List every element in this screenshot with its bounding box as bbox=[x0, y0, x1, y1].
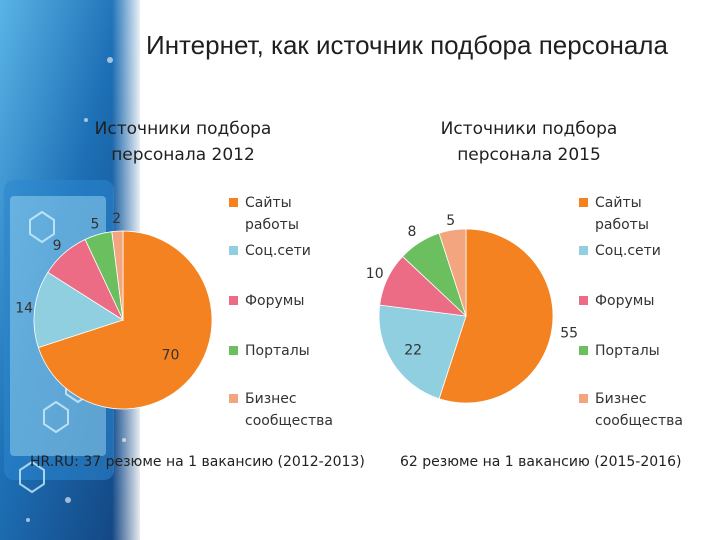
legend-label: Бизнес сообщества bbox=[245, 391, 333, 429]
legend-label: Соц.сети bbox=[595, 243, 661, 259]
pie-chart-2015: Источники подбора персонала 2015 55 22 10 8… bbox=[366, 110, 708, 440]
data-label-biznes-soobschestva: 5 bbox=[446, 213, 455, 229]
legend-label: Порталы bbox=[245, 343, 310, 359]
legend-swatch bbox=[579, 346, 588, 355]
legend-swatch bbox=[579, 246, 588, 255]
chart-title: Источники подбора персонала 2012 bbox=[94, 119, 272, 165]
legend-label: Форумы bbox=[595, 293, 655, 309]
pie-slice-soc-seti bbox=[378, 304, 467, 400]
pie-slice-sayty-raboty bbox=[37, 230, 213, 410]
legend-swatch bbox=[229, 246, 238, 255]
data-label-portaly: 8 bbox=[407, 224, 416, 240]
chart-note-2012: HR.RU: 37 резюме на 1 вакансию (2012-201… bbox=[30, 454, 365, 470]
pie-slice-biznes-soobschestva bbox=[438, 228, 467, 317]
legend-swatch bbox=[579, 394, 588, 403]
legend-label: Бизнес сообщества bbox=[595, 391, 683, 429]
pie-plot-area: 55 22 10 8 5 bbox=[366, 213, 578, 404]
legend-swatch bbox=[579, 296, 588, 305]
legend-swatch bbox=[229, 198, 238, 207]
data-label-biznes-soobschestva: 2 bbox=[112, 211, 121, 227]
data-label-forumy: 10 bbox=[366, 266, 384, 282]
legend-swatch bbox=[229, 346, 238, 355]
pie-slice-biznes-soobschestva bbox=[111, 230, 124, 321]
data-label-sayty-raboty: 70 bbox=[162, 348, 180, 364]
legend-label: Соц.сети bbox=[245, 243, 311, 259]
legend-swatch bbox=[579, 198, 588, 207]
data-label-portaly: 5 bbox=[90, 216, 99, 232]
chart-title: Источники подбора персонала 2015 bbox=[440, 119, 618, 165]
data-label-sayty-raboty: 55 bbox=[560, 325, 578, 341]
legend-swatch bbox=[229, 296, 238, 305]
legend-label: Порталы bbox=[595, 343, 660, 359]
pie-plot-area: 70 14 9 5 2 bbox=[15, 211, 213, 410]
slide-title: Интернет, как источник подбора персонала bbox=[146, 30, 668, 60]
pie-chart-2012: Источники подбора персонала 2012 70 14 9 5 2… bbox=[15, 110, 358, 440]
legend-label: Форумы bbox=[245, 293, 305, 309]
legend-label: Сайты работы bbox=[245, 195, 299, 233]
chart-note-2015: 62 резюме на 1 вакансию (2015-2016) bbox=[400, 454, 682, 470]
data-label-soc-seti: 14 bbox=[15, 301, 33, 317]
data-label-forumy: 9 bbox=[53, 238, 62, 254]
pie-slice-soc-seti bbox=[33, 271, 124, 349]
legend-label: Сайты работы bbox=[595, 195, 649, 233]
legend-swatch bbox=[229, 394, 238, 403]
pie-slice-sayty-raboty bbox=[438, 228, 554, 404]
data-label-soc-seti: 22 bbox=[404, 343, 422, 359]
